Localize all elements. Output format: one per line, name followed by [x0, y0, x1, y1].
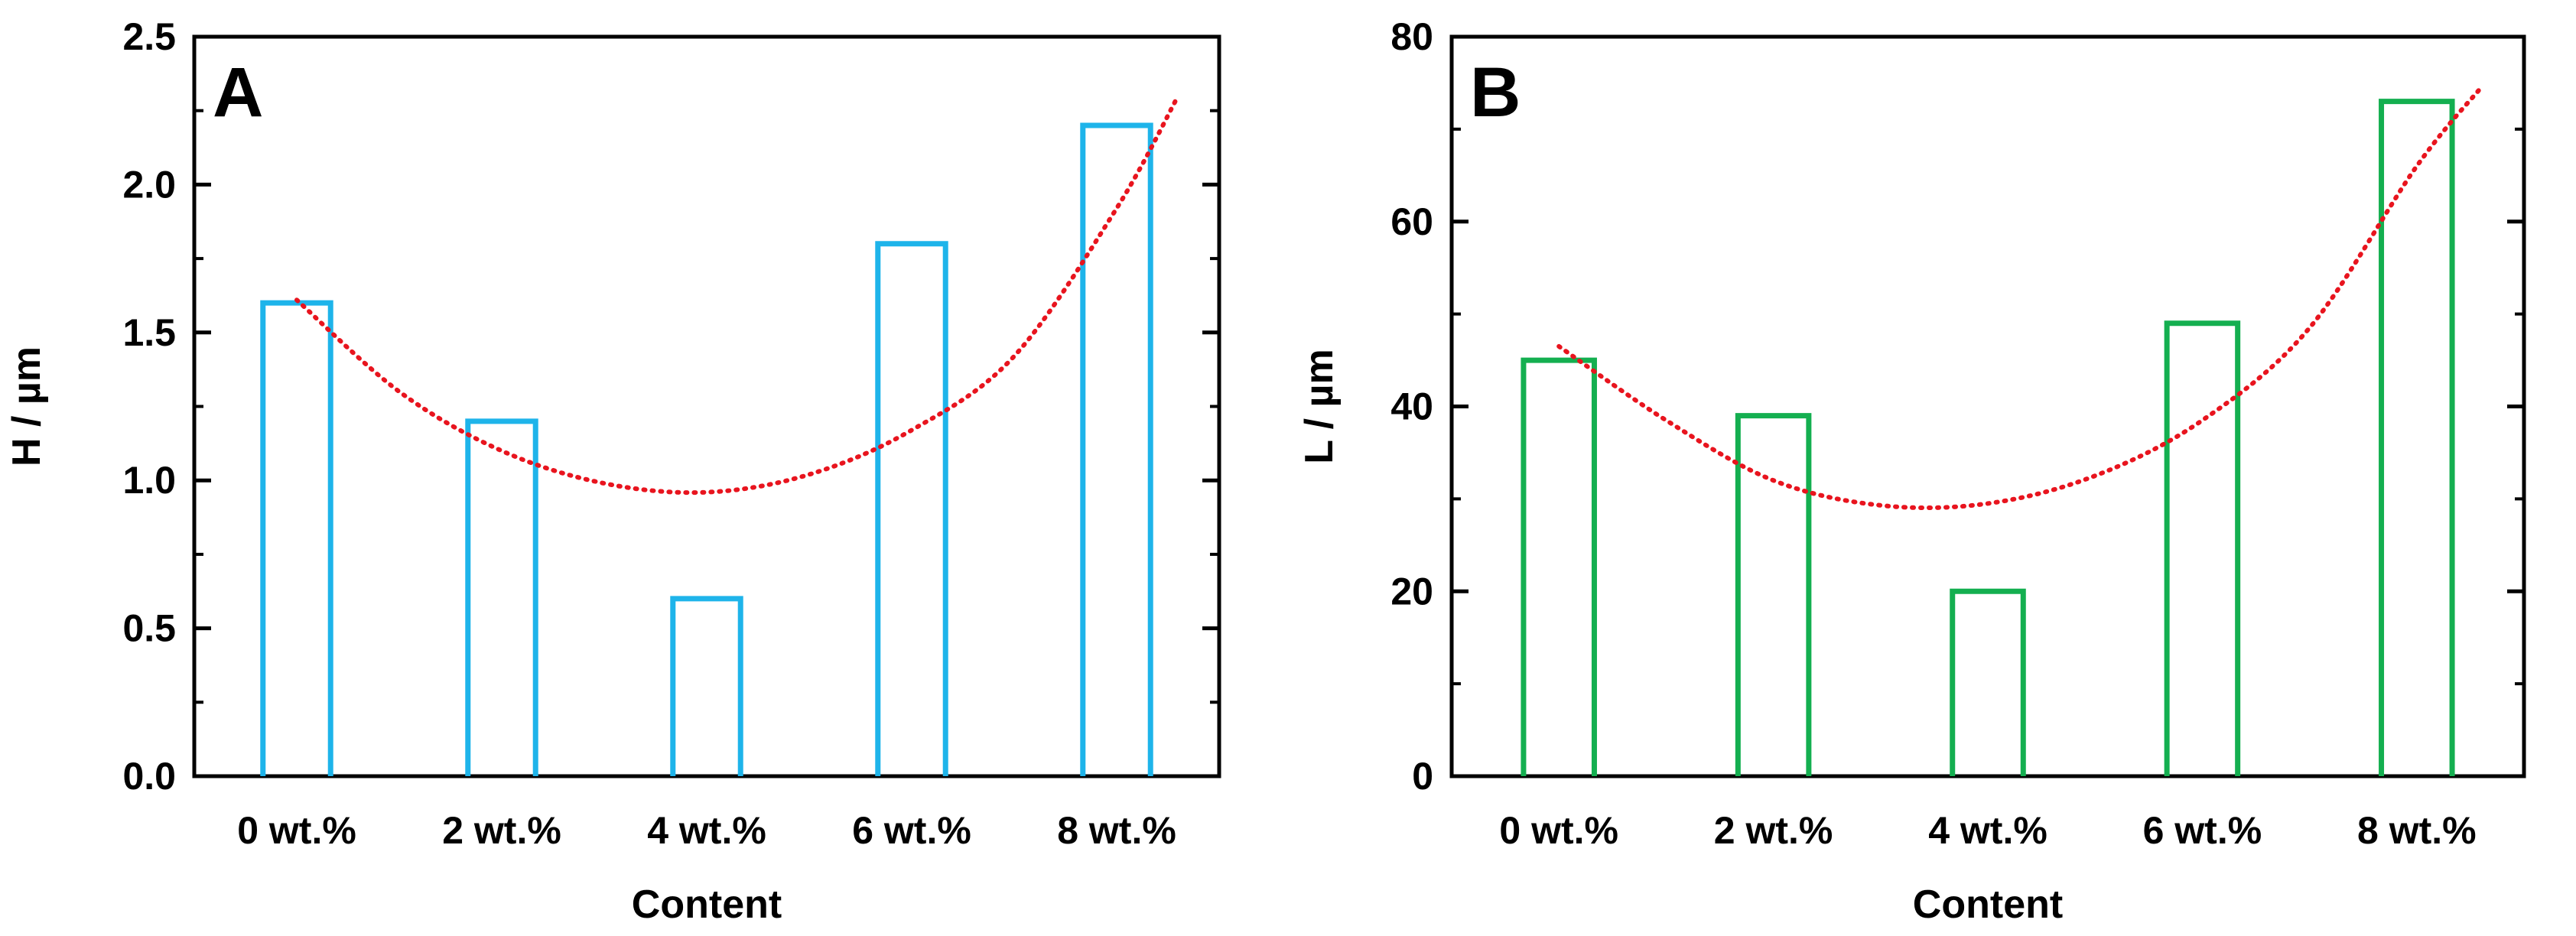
bar-6wt — [875, 241, 948, 776]
x-tick-label: 6 wt.% — [852, 809, 971, 852]
y-tick-label: 0.5 — [122, 607, 176, 650]
chart-panel-a: 0.0 0.5 1.0 1.5 2.0 2.5 0 wt.% 2 wt.% 4 wt.% 6 wt… — [5, 15, 1221, 927]
y-axis-title: L / µm — [1297, 349, 1342, 463]
x-tick-label: 8 wt.% — [1057, 809, 1176, 852]
bar-0wt — [1521, 357, 1597, 776]
y-tick-label: 2.0 — [122, 163, 176, 206]
x-tick-label: 8 wt.% — [2357, 809, 2477, 852]
chart-panel-b: 0 20 40 60 80 0 wt.% 2 wt.% 4 wt.% 6 wt.% 8 wt.% C… — [1297, 15, 2526, 927]
y-tick-label: 80 — [1390, 15, 1433, 58]
x-axis-title: Content — [1913, 882, 2063, 927]
panel-label: A — [213, 54, 263, 132]
plot-frame — [1449, 34, 2526, 778]
y-tick-label: 1.0 — [122, 459, 176, 502]
x-tick-label: 2 wt.% — [442, 809, 561, 852]
bar-4wt — [1950, 588, 2026, 776]
plot-frame — [192, 34, 1221, 778]
y-tick-label: 0.0 — [122, 755, 176, 798]
x-axis-title: Content — [632, 882, 782, 927]
y-tick-label: 60 — [1390, 200, 1433, 243]
panel-label: B — [1470, 54, 1521, 132]
x-tick-label: 0 wt.% — [1499, 809, 1618, 852]
bar-2wt — [465, 418, 538, 776]
y-tick-label: 20 — [1390, 570, 1433, 613]
y-tick-label: 0 — [1412, 755, 1433, 798]
x-tick-label: 4 wt.% — [647, 809, 766, 852]
trendline — [294, 93, 1181, 496]
y-tick-label: 40 — [1390, 385, 1433, 428]
bar-4wt — [670, 596, 743, 776]
bar-2wt — [1735, 413, 1812, 776]
y-tick-label: 2.5 — [122, 15, 176, 58]
x-tick-label: 2 wt.% — [1714, 809, 1833, 852]
trendline — [1556, 85, 2483, 511]
bar-8wt — [2379, 99, 2455, 776]
x-tick-label: 0 wt.% — [237, 809, 356, 852]
x-tick-label: 6 wt.% — [2143, 809, 2262, 852]
y-axis-title: H / µm — [5, 346, 49, 466]
bar-6wt — [2164, 320, 2241, 776]
bar-0wt — [260, 300, 333, 776]
x-tick-label: 4 wt.% — [1928, 809, 2047, 852]
bar-8wt — [1080, 122, 1153, 776]
y-tick-label: 1.5 — [122, 311, 176, 354]
